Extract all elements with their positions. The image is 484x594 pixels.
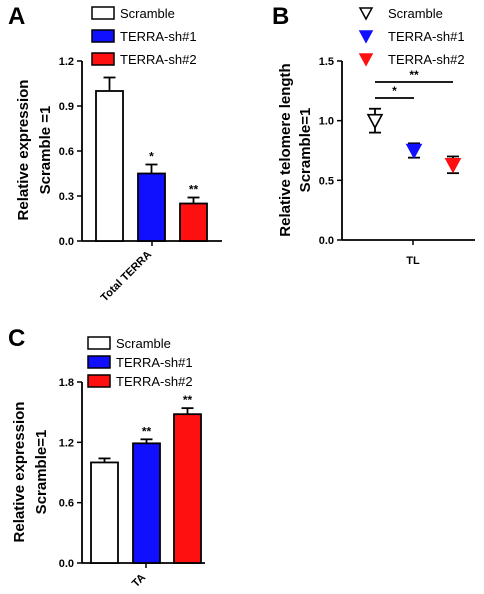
panel-A: A Relative expression Scramble =1 0.0 0.3 0.6… [8,3,222,304]
significance-label: ** [183,393,193,407]
legend-swatch [91,6,115,20]
y-tick-label: 1.2 [59,437,74,449]
significance-label: ** [189,183,199,197]
panel-letter: A [8,3,25,30]
legend-label: TERRA-sh#2 [116,374,193,389]
y-tick-label: 0.5 [319,175,334,187]
data-point [405,143,423,160]
panel-C: C Relative expression Scramble=1 0.0 0.6 1.2 1… [8,325,205,590]
legend-swatch [87,355,111,369]
significance-label: * [149,150,154,164]
y-tick-label: 0.9 [59,101,74,113]
y-axis-title: Relative expression [15,80,32,221]
y-tick-label: 0.0 [319,235,334,247]
y-tick-label: 1.0 [319,116,334,128]
legend-marker [358,53,374,67]
y-tick-label: 0.6 [59,146,74,158]
panel-B: B Relative telomere length Scramble=1 0.0 0.… [272,3,475,267]
significance-label: ** [409,68,419,82]
y-axis-title: Scramble =1 [37,106,54,195]
legend-label: Scramble [388,6,443,21]
y-axis-title: Scramble=1 [33,430,50,515]
significance-label: * [392,84,397,98]
legend-marker [358,30,374,44]
y-axis-title: Relative telomere length [277,63,294,236]
x-tick-label: Total TERRA [99,249,154,304]
x-tick-label: TA [130,572,148,590]
y-axis-title: Relative expression [11,402,28,543]
y-axis-title: Scramble=1 [297,108,314,193]
panel-letter: B [272,3,289,30]
y-tick-label: 1.5 [319,56,334,68]
legend-label: TERRA-sh#2 [388,52,465,67]
y-tick-label: 1.8 [59,377,74,389]
y-tick-label: 0.6 [59,498,74,510]
bar [173,413,202,564]
legend-swatch [91,52,115,66]
bar [90,461,119,564]
legend-label: Scramble [116,336,171,351]
legend-label: Scramble [120,6,175,21]
y-tick-label: 0.0 [59,558,74,570]
panel-letter: C [8,325,25,352]
legend-label: TERRA-sh#1 [388,29,465,44]
legend-swatch [91,29,115,43]
legend-label: TERRA-sh#1 [120,29,197,44]
legend-label: TERRA-sh#2 [120,52,197,67]
bar [95,90,124,242]
data-point [444,158,462,174]
legend-swatch [87,374,111,388]
significance-label: ** [142,424,152,438]
legend-label: TERRA-sh#1 [116,355,193,370]
y-tick-label: 0.0 [59,236,74,248]
legend-swatch [87,336,111,350]
y-tick-label: 0.3 [59,191,74,203]
bar [132,442,161,564]
data-point [366,113,384,130]
bar [137,172,166,242]
y-tick-label: 1.2 [59,56,74,68]
bar [179,202,208,242]
legend-marker [358,7,374,21]
x-tick-label: TL [406,255,420,267]
